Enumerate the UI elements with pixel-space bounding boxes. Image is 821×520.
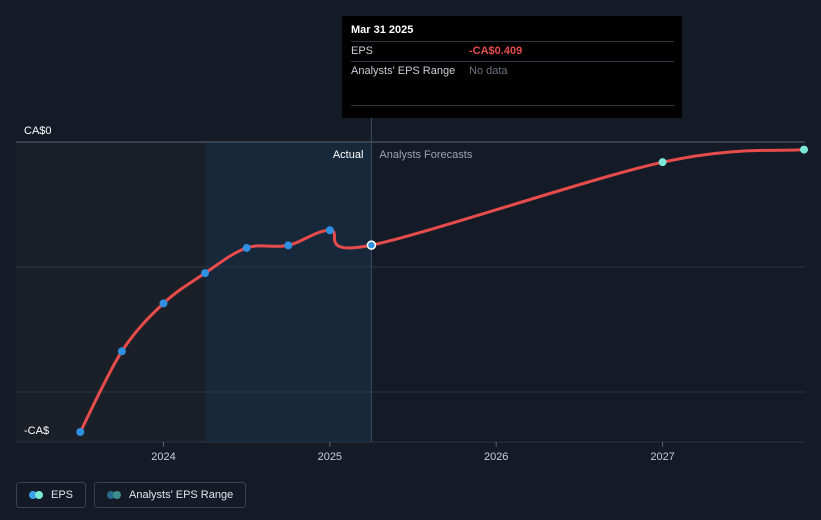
tooltip-value: -CA$0.409	[469, 45, 523, 57]
eps-forecast-point[interactable]	[800, 145, 808, 154]
y-axis-bottom-label: -CA$	[24, 425, 49, 437]
tooltip-divider	[351, 105, 675, 106]
legend-eps-range-toggle[interactable]: Analysts' EPS Range	[94, 482, 247, 508]
tooltip-value: No data	[469, 65, 508, 77]
x-axis-ticks: 2024 2025 2026 2027	[151, 442, 675, 463]
x-tick-label: 2024	[151, 451, 175, 463]
eps-tooltip: Mar 31 2025 EPS -CA$0.409 Analysts' EPS …	[342, 16, 682, 118]
legend-label: Analysts' EPS Range	[129, 489, 234, 501]
y-axis-top-label: CA$0	[24, 125, 52, 137]
forecast-region-label: Analysts Forecasts	[379, 149, 472, 161]
eps-points	[76, 145, 808, 436]
tooltip-key: EPS	[351, 45, 374, 57]
chart-legend: EPS Analysts' EPS Range	[16, 482, 247, 508]
x-tick-label: 2025	[318, 451, 342, 463]
x-tick-label: 2026	[484, 451, 508, 463]
eps-legend-icon	[29, 491, 43, 499]
eps-actual-point[interactable]	[366, 240, 377, 250]
eps-actual-point[interactable]	[242, 243, 251, 252]
eps-actual-point[interactable]	[117, 347, 126, 356]
legend-label: EPS	[51, 489, 74, 501]
legend-eps-toggle[interactable]: EPS	[16, 482, 87, 508]
eps-actual-point[interactable]	[325, 226, 334, 235]
eps-forecast-point[interactable]	[658, 158, 667, 167]
tooltip-row-range: Analysts' EPS Range No data	[351, 61, 674, 81]
eps-actual-point[interactable]	[76, 428, 85, 436]
tooltip-date: Mar 31 2025	[351, 24, 414, 36]
eps-actual-point[interactable]	[201, 269, 210, 278]
eps-chart: CA$0 Actual Analysts Forecasts 2024 2025 2…	[16, 16, 808, 463]
tooltip-row-eps: EPS -CA$0.409	[351, 41, 674, 61]
tooltip-key: Analysts' EPS Range	[351, 65, 456, 77]
actual-region-shade	[205, 142, 372, 442]
eps-actual-point[interactable]	[284, 241, 293, 250]
eps-line	[78, 148, 806, 434]
eps-range-legend-icon	[107, 491, 122, 499]
grid-lines	[16, 141, 805, 443]
eps-actual-point[interactable]	[159, 299, 168, 308]
actual-region-label: Actual	[333, 149, 364, 161]
x-tick-label: 2027	[650, 451, 674, 463]
